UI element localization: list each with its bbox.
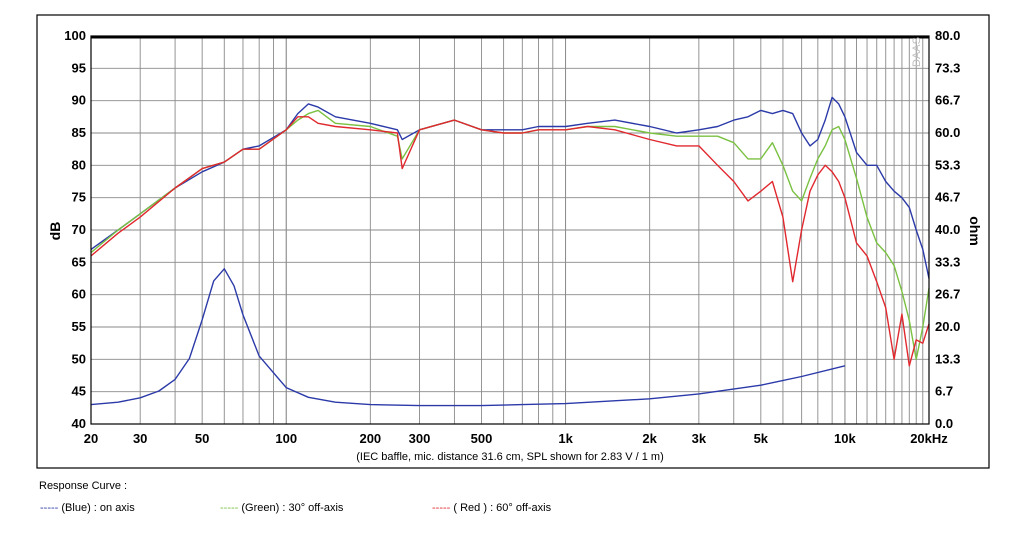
y2-tick-label: 40.0 xyxy=(935,222,960,237)
legend-item-red: ----- ( Red ) : 60° off-axis xyxy=(432,502,551,514)
plot-series xyxy=(90,96,930,407)
y2-tick-label: 20.0 xyxy=(935,319,960,334)
x-tick-label: 500 xyxy=(471,431,493,446)
x-tick-label: 300 xyxy=(409,431,431,446)
series-line-1 xyxy=(90,109,930,360)
y2-tick-label: 80.0 xyxy=(935,28,960,43)
y-tick-label: 65 xyxy=(72,254,86,269)
legend-title: Response Curve : xyxy=(39,480,128,492)
watermark: DAAS xyxy=(911,37,923,67)
legend-item-green: ----- (Green) : 30° off-axis xyxy=(220,502,343,514)
y-tick-label: 90 xyxy=(72,93,86,108)
legend-label-green: (Green) : 30° off-axis xyxy=(241,502,344,514)
y2-tick-label: 73.3 xyxy=(935,60,960,75)
y-tick-label: 75 xyxy=(72,190,86,205)
y-tick-label: 70 xyxy=(72,222,86,237)
y-tick-label: 85 xyxy=(72,125,86,140)
y2-tick-label: 33.3 xyxy=(935,254,960,269)
legend-dash-green: ----- xyxy=(220,502,239,514)
x-tick-label: 200 xyxy=(359,431,381,446)
y2-tick-label: 13.3 xyxy=(935,351,960,366)
y-tick-label: 45 xyxy=(72,384,86,399)
y2-tick-label: 6.7 xyxy=(935,384,953,399)
series-line-2 xyxy=(90,116,930,367)
x-tick-label: 20 xyxy=(84,431,98,446)
y2-axis-label: ohm xyxy=(967,216,983,246)
y2-tick-label: 60.0 xyxy=(935,125,960,140)
impedance-curve xyxy=(90,268,846,407)
y-tick-label: 95 xyxy=(72,60,86,75)
x-tick-label: 20kHz xyxy=(910,431,948,446)
x-tick-label: 50 xyxy=(195,431,209,446)
y-tick-label: 100 xyxy=(64,28,86,43)
x-tick-label: 2k xyxy=(642,431,657,446)
legend-label-blue: (Blue) : on axis xyxy=(61,502,135,514)
y2-tick-label: 66.7 xyxy=(935,93,960,108)
outer-frame xyxy=(36,14,990,469)
x-tick-label: 10k xyxy=(834,431,856,446)
legend-item-blue: ----- (Blue) : on axis xyxy=(40,502,135,514)
legend-dash-red: ----- xyxy=(432,502,451,514)
legend-label-red: ( Red ) : 60° off-axis xyxy=(453,502,552,514)
y2-tick-label: 46.7 xyxy=(935,190,960,205)
y-tick-label: 50 xyxy=(72,351,86,366)
x-tick-label: 30 xyxy=(133,431,147,446)
y-tick-label: 55 xyxy=(72,319,86,334)
y-tick-label: 40 xyxy=(72,416,86,431)
legend-dash-blue: ----- xyxy=(40,502,59,514)
y2-tick-label: 26.7 xyxy=(935,287,960,302)
x-tick-label: 5k xyxy=(754,431,769,446)
tick-labels: 20 30 50 100 200 300 500 1k 2k 3k 5k 10k 20kHz 40 45 50… xyxy=(64,28,960,446)
x-tick-label: 3k xyxy=(692,431,707,446)
series-line-0 xyxy=(90,96,930,279)
y-axis-label: dB xyxy=(47,222,63,241)
y2-tick-label: 0.0 xyxy=(935,416,953,431)
chart-caption: (IEC baffle, mic. distance 31.6 cm, SPL … xyxy=(356,451,664,463)
y-tick-label: 60 xyxy=(72,287,86,302)
y2-tick-label: 53.3 xyxy=(935,157,960,172)
y-tick-label: 80 xyxy=(72,157,86,172)
x-tick-label: 100 xyxy=(275,431,297,446)
grid xyxy=(90,35,930,425)
x-tick-label: 1k xyxy=(558,431,573,446)
